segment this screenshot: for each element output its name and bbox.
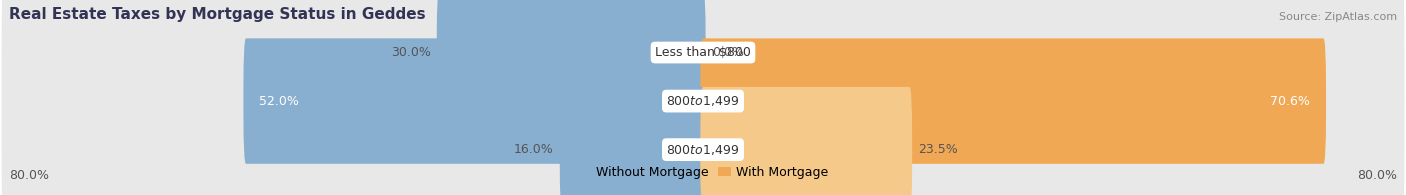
Text: 80.0%: 80.0% xyxy=(8,169,49,182)
Text: 0.0%: 0.0% xyxy=(711,46,744,59)
Text: 30.0%: 30.0% xyxy=(391,46,430,59)
FancyBboxPatch shape xyxy=(437,0,706,115)
FancyBboxPatch shape xyxy=(560,87,706,195)
Text: 16.0%: 16.0% xyxy=(513,143,554,156)
Text: 70.6%: 70.6% xyxy=(1271,95,1310,108)
FancyBboxPatch shape xyxy=(243,38,706,164)
Text: $800 to $1,499: $800 to $1,499 xyxy=(666,94,740,108)
Text: 23.5%: 23.5% xyxy=(918,143,957,156)
FancyBboxPatch shape xyxy=(700,38,1326,164)
Text: $800 to $1,499: $800 to $1,499 xyxy=(666,143,740,157)
Text: Real Estate Taxes by Mortgage Status in Geddes: Real Estate Taxes by Mortgage Status in … xyxy=(8,7,426,22)
Legend: Without Mortgage, With Mortgage: Without Mortgage, With Mortgage xyxy=(578,166,828,179)
Text: Source: ZipAtlas.com: Source: ZipAtlas.com xyxy=(1279,12,1398,22)
Text: 80.0%: 80.0% xyxy=(1357,169,1398,182)
Text: Less than $800: Less than $800 xyxy=(655,46,751,59)
FancyBboxPatch shape xyxy=(700,87,912,195)
Text: 52.0%: 52.0% xyxy=(259,95,299,108)
